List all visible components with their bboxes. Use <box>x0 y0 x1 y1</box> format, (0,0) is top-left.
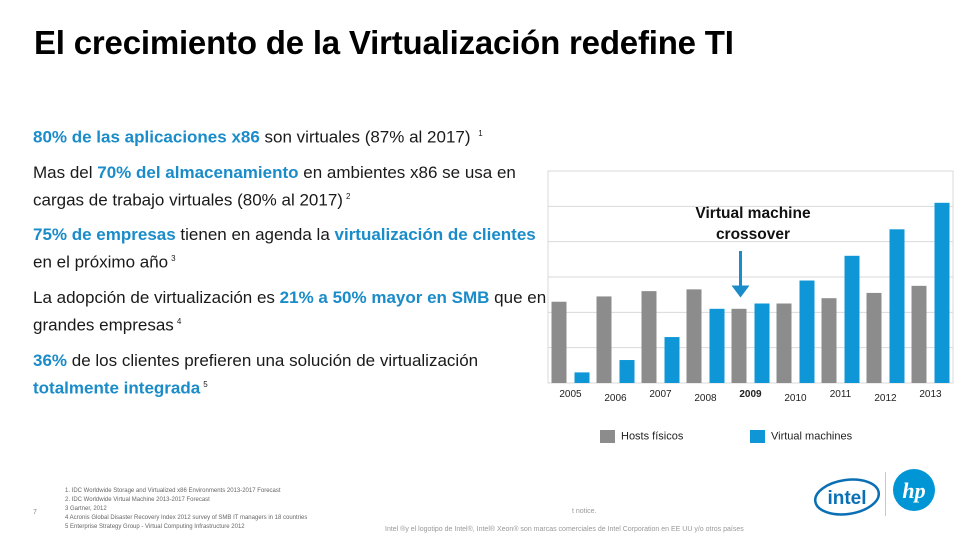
bullet-footnote-ref: 1 <box>478 129 483 138</box>
bullet-text: Mas del <box>33 162 98 182</box>
x-tick-label: 2013 <box>919 389 942 400</box>
bullet-item: 36% de los clientes prefieren una soluci… <box>33 349 548 401</box>
bullet-item: Mas del 70% del almacenamiento en ambien… <box>33 161 548 213</box>
x-tick-label: 2007 <box>649 389 672 400</box>
intel-logo: intel <box>813 478 881 516</box>
legend-label-vms: Virtual machines <box>771 430 853 443</box>
bullet-list: 80% de las aplicaciones x86 son virtuale… <box>33 122 548 411</box>
bullet-text: en ambientes x86 se usa en cargas de tra… <box>33 162 516 210</box>
bar-hosts-2013 <box>911 285 927 383</box>
bar-hosts-2010 <box>776 303 792 383</box>
footnote-1: 1. IDC Worldwide Storage and Virtualized… <box>65 488 281 494</box>
slide-title: El crecimiento de la Virtualización rede… <box>34 24 734 61</box>
hp-logo: hp <box>893 469 935 511</box>
legend-item-vms: Virtual machines <box>750 430 852 443</box>
bar-vms-2007 <box>664 337 680 383</box>
bullet-text: La adopción de virtualización es <box>33 287 280 307</box>
logo-divider <box>885 472 886 516</box>
x-tick-label: 2006 <box>604 393 627 404</box>
x-tick-label: 2011 <box>830 389 852 400</box>
bullet-text: de los clientes prefieren una solución d… <box>67 350 479 370</box>
page-number: 7 <box>33 509 37 516</box>
x-tick-label: 2009 <box>739 389 762 400</box>
bar-hosts-2005 <box>551 301 567 383</box>
footnote-4: 4 Acronis Global Disaster Recovery Index… <box>65 515 308 521</box>
bullet-text: son virtuales (87% al 2017) <box>259 127 476 147</box>
bullet-highlight: 75% de empresas <box>33 225 176 245</box>
footnotes: 1. IDC Worldwide Storage and Virtualized… <box>65 487 395 532</box>
bullet-text: que en grandes empresas <box>33 287 547 335</box>
bar-hosts-2007 <box>641 291 657 383</box>
bar-vms-2012 <box>889 229 905 383</box>
footnote-3: 3 Gartner, 2012 <box>65 506 107 512</box>
bullet-footnote-ref: 4 <box>176 316 182 326</box>
legend-swatch-vms <box>750 430 765 443</box>
bar-vms-2010 <box>799 280 815 383</box>
bullet-item: 80% de las aplicaciones x86 son virtuale… <box>33 122 548 150</box>
legend-item-hosts: Hosts físicos <box>600 430 683 443</box>
x-tick-label: 2008 <box>694 393 717 404</box>
bullet-highlight: 36% <box>33 350 68 370</box>
bullet-item: 75% de empresas tienen en agenda la virt… <box>33 223 548 275</box>
bar-hosts-2009 <box>731 308 747 383</box>
bullet-highlight: 80% de las aplicaciones x86 <box>33 127 260 147</box>
bar-vms-2008 <box>709 308 725 383</box>
bar-hosts-2011 <box>821 298 837 383</box>
bar-hosts-2008 <box>686 289 702 383</box>
bar-vms-2013 <box>934 202 950 383</box>
x-tick-label: 2010 <box>784 393 807 404</box>
bar-vms-2011 <box>844 255 860 383</box>
notice-text: t notice. <box>572 508 597 515</box>
bullet-highlight: totalmente integrada <box>33 378 201 398</box>
bullet-item: La adopción de virtualización es 21% a 5… <box>33 286 548 338</box>
bullet-footnote-ref: 5 <box>203 379 208 389</box>
crossover-annotation: Virtual machine crossover <box>695 205 811 243</box>
x-tick-label: 2005 <box>559 389 582 400</box>
bar-vms-2005 <box>574 372 590 383</box>
logo-area: intel hp <box>812 466 935 526</box>
bullet-footnote-ref: 2 <box>345 191 351 201</box>
bar-chart-svg: 2005 2006 2007 2008 2009 2010 2011 2012 2013 <box>547 170 954 404</box>
legend-label-hosts: Hosts físicos <box>621 430 684 443</box>
footnote-5: 5 Enterprise Strategy Group - Virtual Co… <box>65 524 245 530</box>
bar-vms-2009 <box>754 303 770 383</box>
hp-logo-text: hp <box>902 478 925 503</box>
bar-vms-2006 <box>619 360 635 383</box>
virtualization-chart: 2005 2006 2007 2008 2009 2010 2011 2012 2013 Vir… <box>540 165 955 455</box>
bar-hosts-2006 <box>596 296 612 383</box>
bar-hosts-2012 <box>866 292 882 383</box>
legend-swatch-hosts <box>600 430 615 443</box>
intel-logo-text: intel <box>827 488 866 509</box>
x-tick-label: 2012 <box>874 393 897 404</box>
bullet-highlight: 21% a 50% mayor en SMB <box>279 287 490 307</box>
trademark-disclaimer: Intel ®y el logotipo de Intel®, Intel® X… <box>385 526 744 533</box>
bullet-text: tienen en agenda la <box>175 225 335 245</box>
bullet-highlight: virtualización de clientes <box>334 225 536 245</box>
bullet-text: en el próximo año <box>33 252 169 272</box>
bullet-highlight: 70% del almacenamiento <box>97 162 299 182</box>
crossover-arrow-head <box>731 285 750 298</box>
footnote-2: 2. IDC Worldwide Virtual Machine 2013-20… <box>65 497 210 503</box>
bullet-footnote-ref: 3 <box>171 254 176 264</box>
